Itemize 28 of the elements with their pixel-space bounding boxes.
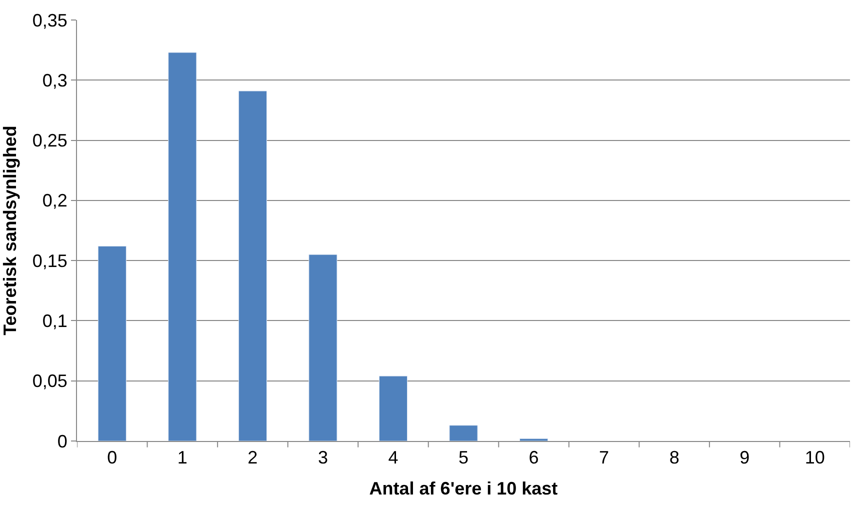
y-tick-label: 0,2 — [42, 190, 68, 211]
x-tick-label: 5 — [458, 448, 469, 468]
bar — [238, 90, 267, 441]
bar — [308, 254, 338, 441]
x-tick-label: 2 — [248, 448, 258, 468]
x-tick-label: 6 — [528, 448, 539, 468]
bar — [168, 52, 197, 441]
x-tick-label: 1 — [177, 448, 188, 468]
y-tick-label: 0,05 — [32, 371, 68, 392]
y-tick-label: 0,3 — [42, 70, 68, 90]
bar — [378, 376, 408, 441]
x-tick-label: 10 — [804, 448, 825, 468]
y-tick-label: 0,15 — [32, 250, 68, 271]
x-tick-label: 4 — [388, 448, 398, 468]
bar — [519, 438, 548, 441]
x-tick-label: 8 — [669, 448, 680, 468]
y-tick-label: 0,35 — [32, 10, 68, 30]
y-axis-title: Teoretisk sandsynlighed — [0, 126, 20, 336]
y-tick-label: 0,25 — [32, 130, 68, 151]
x-tick-label: 0 — [107, 448, 118, 468]
x-axis-title: Antal af 6'ere i 10 kast — [369, 478, 558, 499]
x-tick-label: 3 — [318, 448, 328, 468]
x-tick-label: 9 — [740, 448, 750, 468]
y-tick-label: 0 — [57, 431, 68, 452]
bar — [98, 246, 126, 441]
y-tick-label: 0,1 — [42, 311, 68, 332]
x-tick-label: 7 — [599, 448, 610, 468]
bar — [449, 425, 478, 441]
